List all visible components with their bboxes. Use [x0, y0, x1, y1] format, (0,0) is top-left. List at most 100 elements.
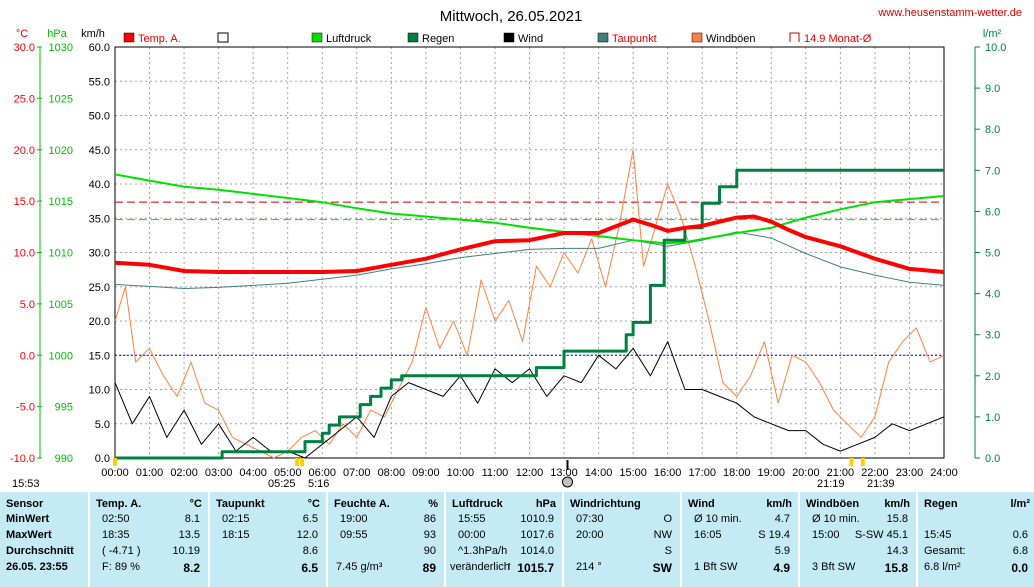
- chart-legend: Temp. A. Luftdruck Regen Wind Taupunkt Windbö…: [123, 32, 872, 45]
- hpa-tick: 990: [55, 453, 73, 465]
- cell-label: 18:35: [102, 529, 130, 541]
- hpa-tick: 1030: [49, 42, 73, 54]
- reference-lines: [115, 201, 944, 356]
- row-label-min: MinWert: [6, 513, 50, 525]
- time-tick: 11:00: [482, 467, 509, 479]
- time-tick: 03:00: [205, 467, 233, 479]
- series-line-temp-a-: [114, 214, 945, 274]
- series-line-taupunkt: [114, 231, 945, 289]
- temp-unit: °C: [16, 28, 28, 40]
- chart-title: Mittwoch, 26.05.2021: [440, 8, 583, 25]
- cell-value: 1010.9: [520, 513, 554, 525]
- cell-label: Gesamt:: [924, 545, 966, 557]
- hpa-tick: 1025: [49, 93, 73, 105]
- cell-label: 00:00: [458, 529, 486, 541]
- legend-swatch-monat: [789, 32, 800, 42]
- chart-grid: [114, 46, 945, 459]
- table-row-labels: Sensor MinWert MaxWert Durchschnitt 26.0…: [0, 492, 88, 587]
- rain-tick: 5.0: [985, 248, 1000, 260]
- sunset-a-label: 21:19: [817, 478, 845, 490]
- series-line-luftdruck: [114, 173, 945, 245]
- row-label-max: MaxWert: [6, 529, 52, 541]
- time-tick: 18:00: [723, 467, 751, 479]
- legend-swatch-taupunkt: [597, 32, 609, 43]
- cell-value: 0.0: [1011, 561, 1028, 575]
- col-header: Windrichtung: [570, 498, 641, 510]
- legend-label-monat: 14.9 Monat-Ø: [804, 33, 872, 45]
- cell-label: 02:15: [222, 513, 250, 525]
- cell-label: 7.45 g/m³: [336, 561, 383, 573]
- temp-tick: 10.0: [14, 248, 35, 260]
- table-col-regen: Regen l/m² 15:45 0.6 Gesamt: 6.8 6.8 l/m² 0.0: [916, 492, 1034, 587]
- site-link[interactable]: www.heusenstamm-wetter.de: [877, 7, 1022, 19]
- rain-tick: 4.0: [985, 289, 1000, 301]
- cell-value: 15.8: [886, 513, 908, 525]
- cell-value: 6.5: [302, 513, 318, 525]
- col-unit: °C: [307, 498, 320, 510]
- sunrise-a-label: 05:25: [268, 478, 296, 490]
- kmh-tick: 5.0: [95, 419, 110, 431]
- cell-value: 15.8: [884, 561, 908, 575]
- trend-arrow-icon: ↑: [506, 560, 513, 572]
- time-tick: 01:00: [136, 467, 164, 479]
- time-tick: 19:00: [758, 467, 786, 479]
- temp-tick: -10.0: [10, 453, 35, 465]
- cell-label: 02:50: [102, 513, 130, 525]
- time-tick: 02:00: [170, 467, 198, 479]
- kmh-tick: 0.0: [95, 453, 110, 465]
- time-tick: 12:00: [516, 467, 544, 479]
- time-tick: 09:00: [412, 467, 440, 479]
- cell-value: 8.1: [184, 513, 200, 525]
- cell-value: SW: [652, 561, 672, 575]
- temp-tick: 30.0: [14, 42, 35, 54]
- legend-swatch-luftdruck: [311, 32, 323, 43]
- time-tick: 06:00: [308, 467, 336, 479]
- cell-value: 14.3: [886, 545, 908, 557]
- col-unit: °C: [189, 498, 202, 510]
- kmh-tick: 55.0: [89, 76, 110, 88]
- cell-label: 3 Bft SW: [812, 561, 856, 573]
- cell-value: S: [664, 545, 672, 557]
- col-header: Windböen: [806, 498, 860, 510]
- legend-label-luftdruck: Luftdruck: [326, 33, 372, 45]
- cell-label: 15:55: [458, 513, 486, 525]
- legend-label-windboeen: Windböen: [706, 33, 756, 45]
- series-line-wind: [114, 341, 945, 459]
- time-tick: 00:00: [101, 467, 129, 479]
- sun-marker: [849, 458, 854, 466]
- cell-value: 4.7: [774, 513, 790, 525]
- kmh-tick: 35.0: [89, 213, 110, 225]
- cell-label: 15:00: [812, 529, 840, 541]
- cell-label: Ø 10 min.: [812, 513, 860, 525]
- kmh-tick: 45.0: [89, 145, 110, 157]
- legend-label-regen: Regen: [422, 33, 454, 45]
- kmh-tick: 15.0: [89, 350, 110, 362]
- legend-label-taupunkt: Taupunkt: [612, 33, 657, 45]
- kmh-unit: km/h: [81, 28, 105, 40]
- cell-value: 13.5: [178, 529, 200, 541]
- time-tick: 10:00: [447, 467, 475, 479]
- cell-label: veränderlich: [450, 561, 510, 573]
- cell-value: 93: [423, 529, 436, 541]
- temp-tick: 0.0: [20, 350, 35, 362]
- weather-chart: 30.0 25.0 20.0 15.0 10.0 5.0 0.0 -5.0 -10.0 1030 1…: [10, 7, 1022, 490]
- time-tick: 07:00: [343, 467, 371, 479]
- hpa-tick: 1020: [49, 145, 73, 157]
- sun-marker: [860, 458, 865, 466]
- table-col-boeen: Windböen km/h Ø 10 min. 15.8 15:00 S-SW 45.1 1…: [798, 492, 916, 587]
- hpa-tick: 1000: [49, 350, 73, 362]
- temp-tick: -5.0: [16, 402, 35, 414]
- col-header: Regen: [924, 498, 958, 510]
- cell-label: 214 °: [576, 561, 602, 573]
- table-col-wind: Wind km/h Ø 10 min. 4.7 16:05 S 19.4 5.9 1 Bft …: [680, 492, 798, 587]
- sun-annotations: 15:53 05:25 5:16 21:19 21:39: [12, 478, 895, 490]
- time-tick: 24:00: [930, 467, 958, 479]
- rain-unit: l/m²: [983, 28, 1002, 40]
- time-tick: 15:00: [619, 467, 647, 479]
- temp-tick: 25.0: [14, 93, 35, 105]
- rain-tick: 1.0: [985, 412, 1000, 424]
- time-tick: 04:00: [239, 467, 267, 479]
- table-col-feuchte: Feuchte A.% 19:00 86 09:55 93 90 7.45 g/m³ 89: [326, 492, 444, 587]
- sun-marker: [295, 458, 300, 466]
- legend-label-temp: Temp. A.: [138, 33, 181, 45]
